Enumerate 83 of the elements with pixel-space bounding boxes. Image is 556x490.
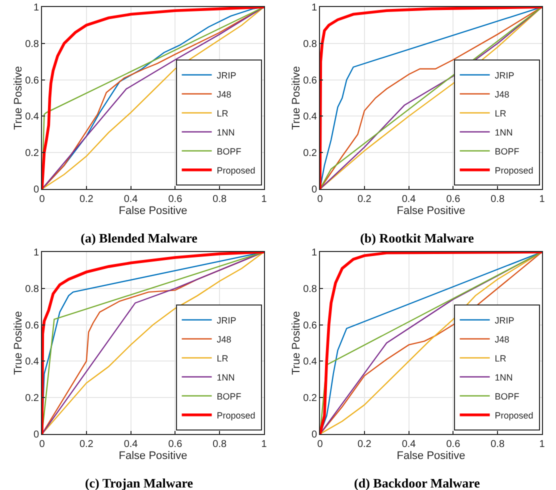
x-tick-label: 0.6 [446,439,461,450]
y-tick-label: 0.4 [303,112,318,123]
y-tick-label: 0.8 [303,38,318,50]
y-tick-label: 0 [311,184,318,196]
x-tick-label: 0.8 [490,439,505,450]
line-series [42,252,264,434]
legend-label: Proposed [216,165,256,176]
legend-label: JRIP [494,70,514,80]
y-tick-label: 1 [33,248,40,258]
text: (d) Backdoor Malware [354,476,480,490]
x-tick-label: 0.4 [402,194,416,205]
legend-label: J48 [494,89,510,100]
x-tick-label: 0.6 [168,439,183,450]
y-tick-label: 0.6 [25,320,40,332]
x-tick-label: 1 [261,194,268,205]
legend-label: Proposed [494,410,534,420]
y-tick-label: 0.8 [303,284,318,295]
y-tick-label: 0.6 [25,75,40,86]
x-axis-title: False Positive [396,205,466,217]
y-tick-label: 0.8 [25,38,40,50]
x-tick-label: 0.8 [490,194,505,205]
x-tick-label: 0.4 [402,439,416,450]
legend-label: BOPF [494,146,520,156]
y-tick-label: 0.6 [303,320,318,332]
legend-label: J48 [216,334,232,344]
y-axis-title: True Positive [290,311,303,375]
y-tick-label: 0.4 [25,112,40,123]
legend-label: 1NN [494,372,513,382]
x-axis-title: False Positive [118,450,188,462]
x-tick-label: 0.2 [79,439,94,450]
x-tick-label: 1 [539,194,546,205]
y-tick-label: 1 [311,2,318,14]
y-tick-label: 0.2 [25,148,40,160]
y-tick-label: 0.2 [25,393,40,404]
legend-label: JRIP [216,70,236,80]
legend-label: JRIP [494,315,514,326]
legend-label: BOPF [494,391,520,402]
y-tick-label: 0.2 [303,393,318,404]
x-tick-label: 1 [539,439,546,450]
y-tick-label: 0.2 [303,148,318,160]
x-tick-label: 0.2 [79,194,94,205]
legend-label: LR [494,353,507,364]
x-tick-label: 0.6 [446,194,461,205]
text: (b) Rootkit Malware [360,230,474,246]
x-tick-label: 0.8 [212,194,227,205]
x-tick-label: 0.2 [357,439,372,450]
x-tick-label: 0.4 [124,194,138,205]
line-series [42,7,264,189]
x-tick-label: 1 [261,439,268,450]
y-tick-label: 0.6 [303,75,318,86]
legend-label: LR [216,353,229,364]
y-tick-label: 1 [311,248,318,258]
y-axis-title: True Positive [290,66,303,130]
y-axis-title: True Positive [12,66,25,130]
legend-label: J48 [494,334,510,344]
y-tick-label: 0 [311,430,318,440]
legend-label: BOPF [216,146,242,156]
y-tick-label: 1 [33,2,40,14]
x-axis-title: False Positive [396,450,466,462]
legend-label: LR [216,108,229,118]
x-axis-title: False Positive [118,205,188,217]
legend-label: 1NN [494,127,513,138]
x-tick-label: 0.2 [357,194,372,205]
y-axis-title: True Positive [12,311,25,375]
y-tick-label: 0.4 [303,356,318,368]
y-tick-label: 0 [33,184,40,196]
legend-label: Proposed [216,410,256,420]
y-tick-label: 0.4 [25,356,40,368]
legend-label: Proposed [494,165,534,176]
x-tick-label: 0.6 [168,194,183,205]
x-tick-label: 0.4 [124,439,138,450]
line-series [320,7,542,189]
legend-label: LR [494,108,507,118]
y-tick-label: 0.8 [25,284,40,295]
legend-label: JRIP [216,315,236,326]
text: (a) Blended Malware [80,230,198,246]
x-tick-label: 0.8 [212,439,227,450]
text: (c) Trojan Malware [84,476,194,490]
y-tick-label: 0 [33,430,40,440]
legend-label: 1NN [216,127,235,138]
legend-label: 1NN [216,372,235,382]
legend-label: BOPF [216,391,242,402]
legend-label: J48 [216,89,232,100]
